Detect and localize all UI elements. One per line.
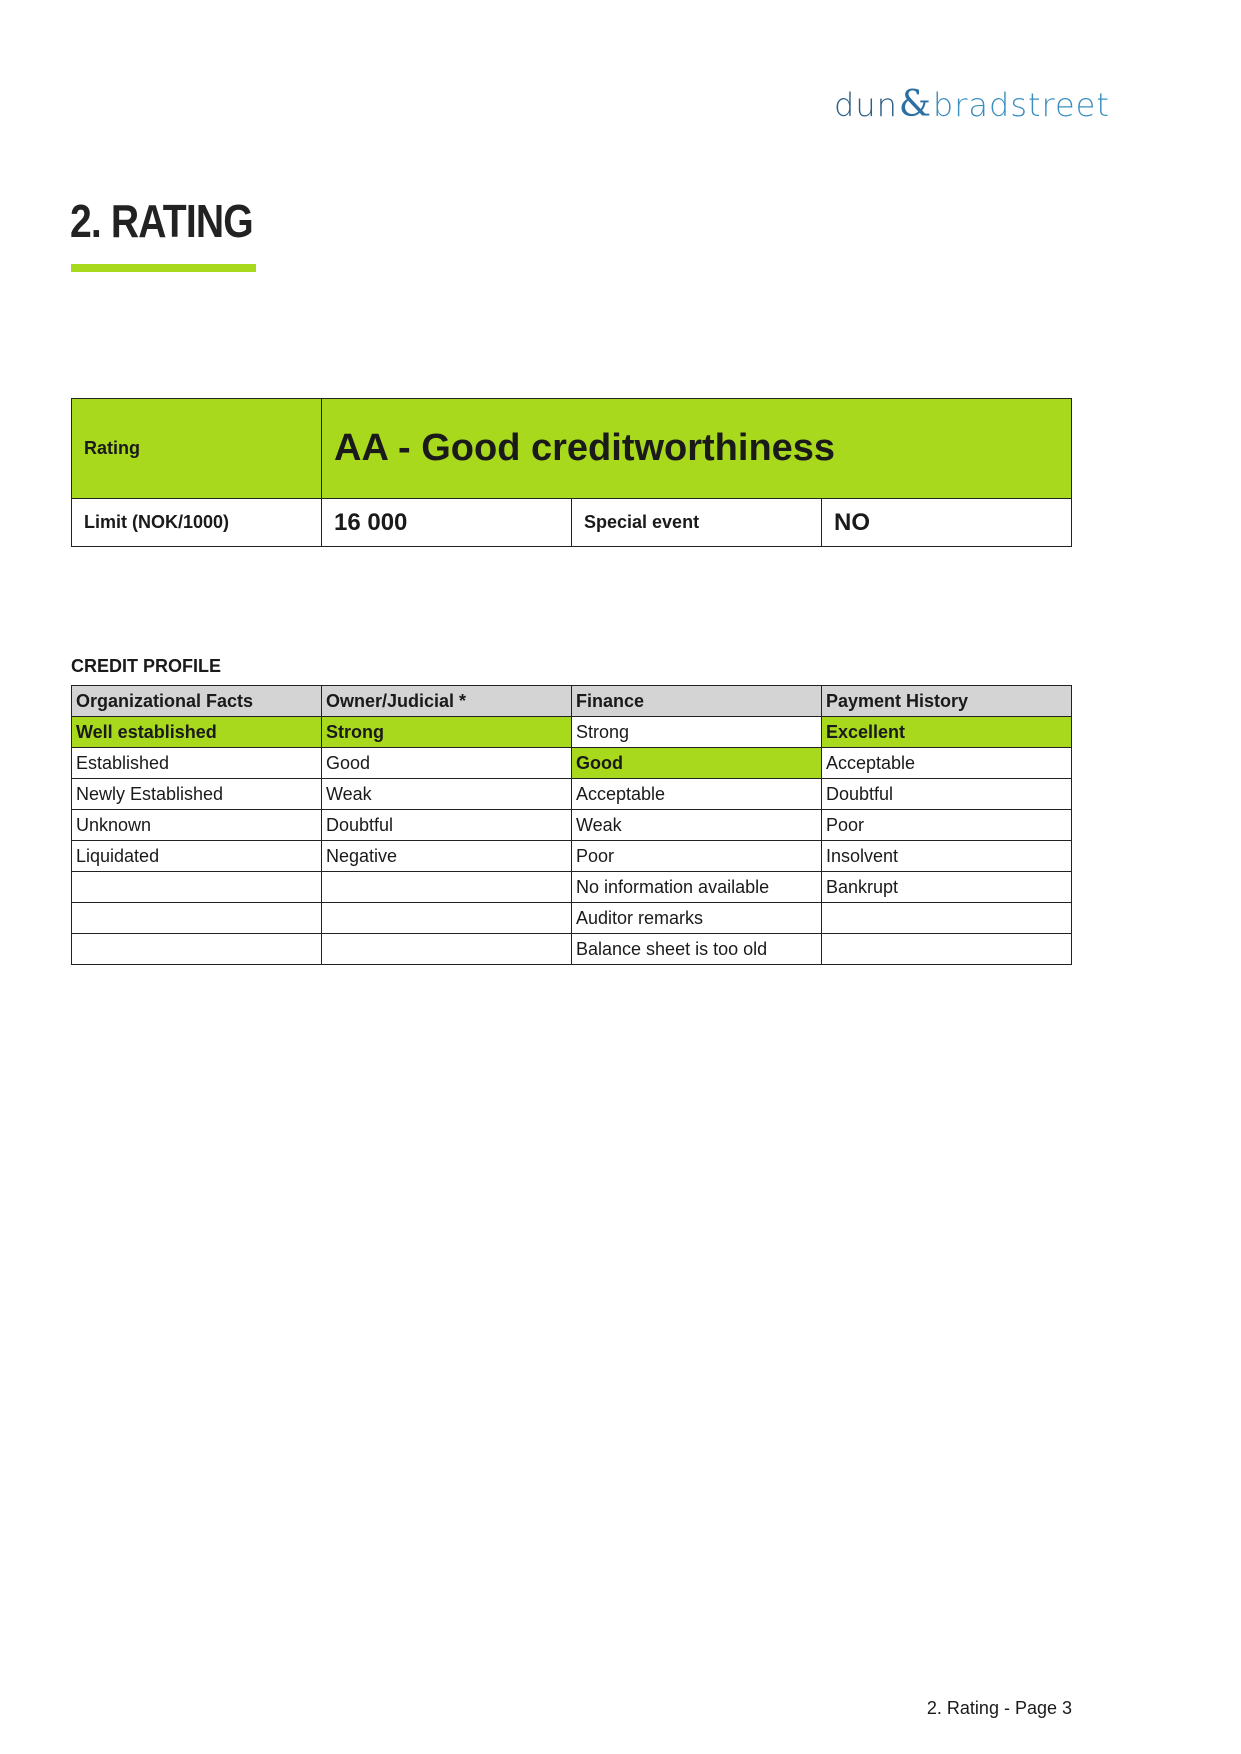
table-cell: Weak	[321, 778, 572, 810]
table-row: Well established Strong Strong Excellent	[71, 716, 1072, 748]
table-cell: Doubtful	[321, 809, 572, 841]
table-cell: Weak	[571, 809, 822, 841]
table-cell: Strong	[571, 716, 822, 748]
credit-profile-title: CREDIT PROFILE	[71, 656, 222, 676]
table-cell: Insolvent	[821, 840, 1072, 872]
table-cell: Liquidated	[71, 840, 322, 872]
rating-label: Rating	[71, 398, 322, 499]
table-row: Established Good Good Acceptable	[71, 747, 1072, 779]
table-row: Unknown Doubtful Weak Poor	[71, 809, 1072, 841]
table-row: Auditor remarks	[71, 902, 1072, 934]
table-cell	[821, 902, 1072, 934]
page-title: 2. RATING	[70, 195, 254, 247]
table-cell: Negative	[321, 840, 572, 872]
special-event-label: Special event	[571, 498, 822, 547]
table-cell: Auditor remarks	[571, 902, 822, 934]
table-cell: Established	[71, 747, 322, 779]
table-cell	[71, 871, 322, 903]
table-cell: Acceptable	[571, 778, 822, 810]
table-row: Balance sheet is too old	[71, 933, 1072, 965]
table-header-row: Organizational Facts Owner/Judicial * Fi…	[71, 685, 1072, 717]
table-cell: Balance sheet is too old	[571, 933, 822, 965]
table-cell	[71, 902, 322, 934]
rating-value: AA - Good creditworthiness	[321, 398, 1072, 499]
table-cell: Poor	[571, 840, 822, 872]
table-cell: Doubtful	[821, 778, 1072, 810]
column-header: Organizational Facts	[71, 685, 322, 717]
rating-table: Rating AA - Good creditworthiness Limit …	[71, 398, 1072, 547]
table-cell: Poor	[821, 809, 1072, 841]
table-cell: Good	[321, 747, 572, 779]
table-cell: Bankrupt	[821, 871, 1072, 903]
table-row: Liquidated Negative Poor Insolvent	[71, 840, 1072, 872]
logo-ampersand: &	[898, 84, 932, 125]
table-cell	[821, 933, 1072, 965]
column-header: Payment History	[821, 685, 1072, 717]
table-cell: Good	[571, 747, 822, 779]
limit-label: Limit (NOK/1000)	[71, 498, 322, 547]
limit-value: 16 000	[321, 498, 572, 547]
special-event-value: NO	[821, 498, 1072, 547]
table-cell: Acceptable	[821, 747, 1072, 779]
table-cell	[321, 933, 572, 965]
table-cell	[71, 933, 322, 965]
page-footer: 2. Rating - Page 3	[926, 1698, 1072, 1718]
table-cell: Newly Established	[71, 778, 322, 810]
table-row: Newly Established Weak Acceptable Doubtful	[71, 778, 1072, 810]
title-underline	[71, 264, 256, 272]
table-cell: Excellent	[821, 716, 1072, 748]
logo-text-bradstreet: bradstreet	[932, 86, 1110, 124]
table-cell: Strong	[321, 716, 572, 748]
table-cell: No information available	[571, 871, 822, 903]
dun-bradstreet-logo: dun&bradstreet	[834, 84, 1110, 125]
column-header: Owner/Judicial *	[321, 685, 572, 717]
table-cell: Well established	[71, 716, 322, 748]
table-cell	[321, 902, 572, 934]
column-header: Finance	[571, 685, 822, 717]
table-cell	[321, 871, 572, 903]
table-row: No information available Bankrupt	[71, 871, 1072, 903]
logo-text-dun: dun	[834, 86, 898, 124]
table-cell: Unknown	[71, 809, 322, 841]
credit-profile-table: Organizational Facts Owner/Judicial * Fi…	[71, 685, 1072, 965]
